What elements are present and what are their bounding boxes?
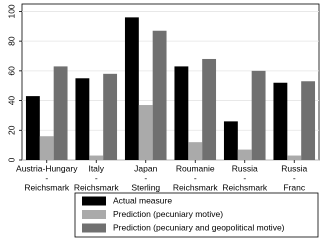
- y-tick-label: 100: [6, 4, 16, 18]
- plot-area: [21, 3, 320, 161]
- bar: [202, 58, 217, 160]
- x-tick-label: -: [45, 173, 48, 183]
- bar: [273, 82, 288, 160]
- legend-swatch: [82, 196, 106, 206]
- x-tick-label: Reichsmark: [173, 182, 219, 192]
- x-tick-label: Reichsmark: [24, 182, 70, 192]
- bar: [251, 70, 266, 160]
- x-tick-label: -: [243, 173, 246, 183]
- x-tick-label: -: [95, 173, 98, 183]
- x-tick-label: Japan: [134, 163, 157, 173]
- x-tick-label: -: [144, 173, 147, 183]
- legend-swatch: [82, 210, 106, 219]
- bar: [25, 96, 40, 160]
- y-tick-label: 0: [6, 157, 16, 162]
- x-tick-label: Sterling: [131, 182, 160, 192]
- x-tick-label: Russia: [232, 163, 258, 173]
- legend-swatch: [82, 223, 106, 233]
- bar: [103, 73, 118, 160]
- bar: [223, 121, 238, 160]
- legend-label: Prediction (pecuniary motive): [113, 209, 223, 219]
- bar: [39, 136, 54, 160]
- bar: [287, 155, 302, 160]
- legend-box: [74, 192, 319, 238]
- bar: [152, 30, 167, 160]
- x-tick-label: Austria-Hungary: [16, 163, 78, 173]
- bar: [124, 17, 139, 160]
- x-tick-label: Russia: [281, 163, 307, 173]
- x-tick-label: -: [194, 173, 197, 183]
- x-tick-label: Roumanie: [176, 163, 215, 173]
- y-tick-label: 20: [6, 125, 16, 135]
- y-tick-label: 80: [6, 36, 16, 46]
- bar: [138, 105, 153, 160]
- x-tick-label: Reichsmark: [74, 182, 120, 192]
- bar: [174, 66, 189, 160]
- bar: [53, 66, 68, 160]
- legend-label: Prediction (pecuniary and geopolitical m…: [113, 222, 285, 232]
- y-tick-label: 40: [6, 96, 16, 106]
- x-tick-label: -: [293, 173, 296, 183]
- x-tick-label: Italy: [88, 163, 104, 173]
- x-tick-label: Franc: [283, 182, 305, 192]
- legend-label: Actual measure: [113, 195, 172, 205]
- x-tick-label: Reichsmark: [222, 182, 268, 192]
- bar: [301, 81, 316, 160]
- bar: [188, 142, 203, 160]
- bar: [237, 149, 252, 160]
- y-tick-label: 60: [6, 66, 16, 76]
- bar: [75, 78, 90, 160]
- bar: [89, 155, 104, 160]
